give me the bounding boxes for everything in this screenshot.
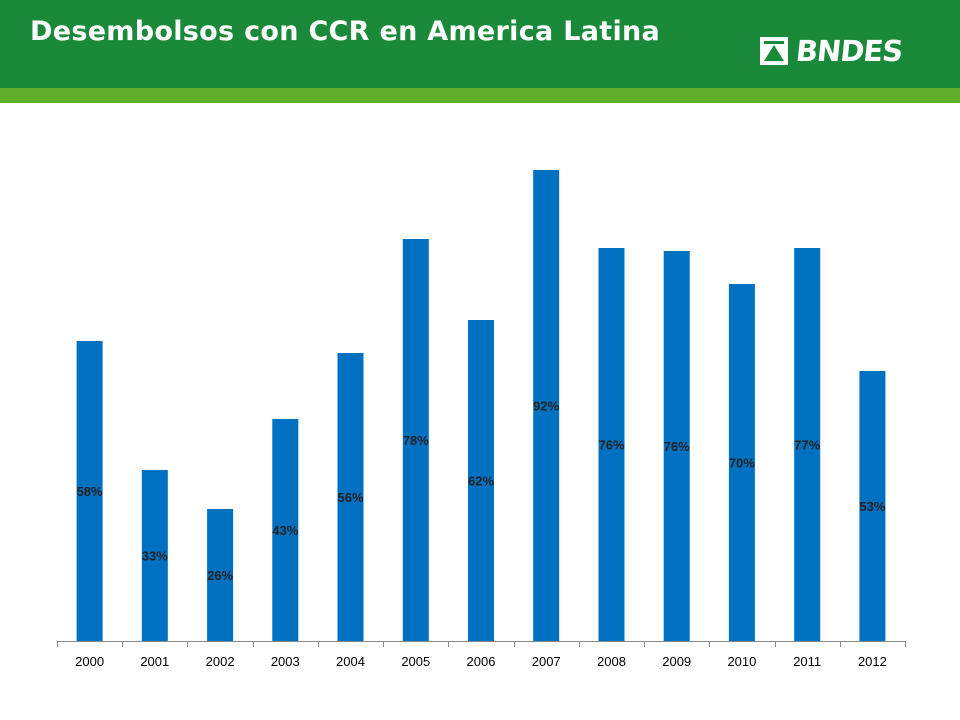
x-tick-label-2005: 2005 [401, 654, 430, 669]
data-label-2008: 76% [598, 438, 624, 453]
x-tick-label-2004: 2004 [336, 654, 365, 669]
bar-2001 [141, 470, 168, 641]
header-stripe [0, 88, 960, 103]
bar-2003 [272, 419, 299, 641]
data-label-2005: 78% [403, 433, 429, 448]
x-tick-label-2012: 2012 [858, 654, 887, 669]
bar-2004 [337, 353, 364, 641]
x-tick-label-2001: 2001 [140, 654, 169, 669]
data-label-2010: 70% [729, 456, 755, 471]
data-label-2007: 92% [533, 399, 559, 414]
bar-2002 [207, 509, 234, 641]
x-tick-label-2002: 2002 [206, 654, 235, 669]
bar-2009 [663, 251, 690, 641]
bndes-logo-icon [760, 37, 788, 65]
x-tick-label-2008: 2008 [597, 654, 626, 669]
data-label-2003: 43% [272, 523, 298, 538]
data-label-2011: 77% [794, 438, 820, 453]
x-tick-label-2010: 2010 [727, 654, 756, 669]
data-label-2012: 53% [859, 499, 885, 514]
bar-2000 [76, 341, 103, 641]
bar-2008 [598, 248, 625, 641]
data-label-2004: 56% [337, 490, 363, 505]
data-label-2000: 58% [77, 484, 103, 499]
x-tick-label-2006: 2006 [467, 654, 496, 669]
bar-2005 [402, 239, 429, 641]
header-bar [0, 0, 960, 88]
bar-2007 [533, 170, 560, 641]
data-label-2002: 26% [207, 568, 233, 583]
x-tick-label-2009: 2009 [662, 654, 691, 669]
data-label-2009: 76% [664, 439, 690, 454]
x-tick-label-2003: 2003 [271, 654, 300, 669]
bar-2010 [728, 284, 755, 641]
x-tick-label-2011: 2011 [793, 654, 821, 669]
bar-2011 [794, 248, 821, 641]
bar-2006 [468, 320, 494, 641]
bndes-logo: BNDES [758, 34, 904, 68]
data-label-2006: 62% [468, 474, 494, 489]
x-tick-label-2000: 2000 [75, 654, 104, 669]
bar-2012 [859, 371, 886, 641]
data-label-2001: 33% [142, 549, 168, 564]
x-tick-label-2007: 2007 [532, 654, 561, 669]
page-title: Desembolsos con CCR en America Latina [30, 16, 661, 47]
